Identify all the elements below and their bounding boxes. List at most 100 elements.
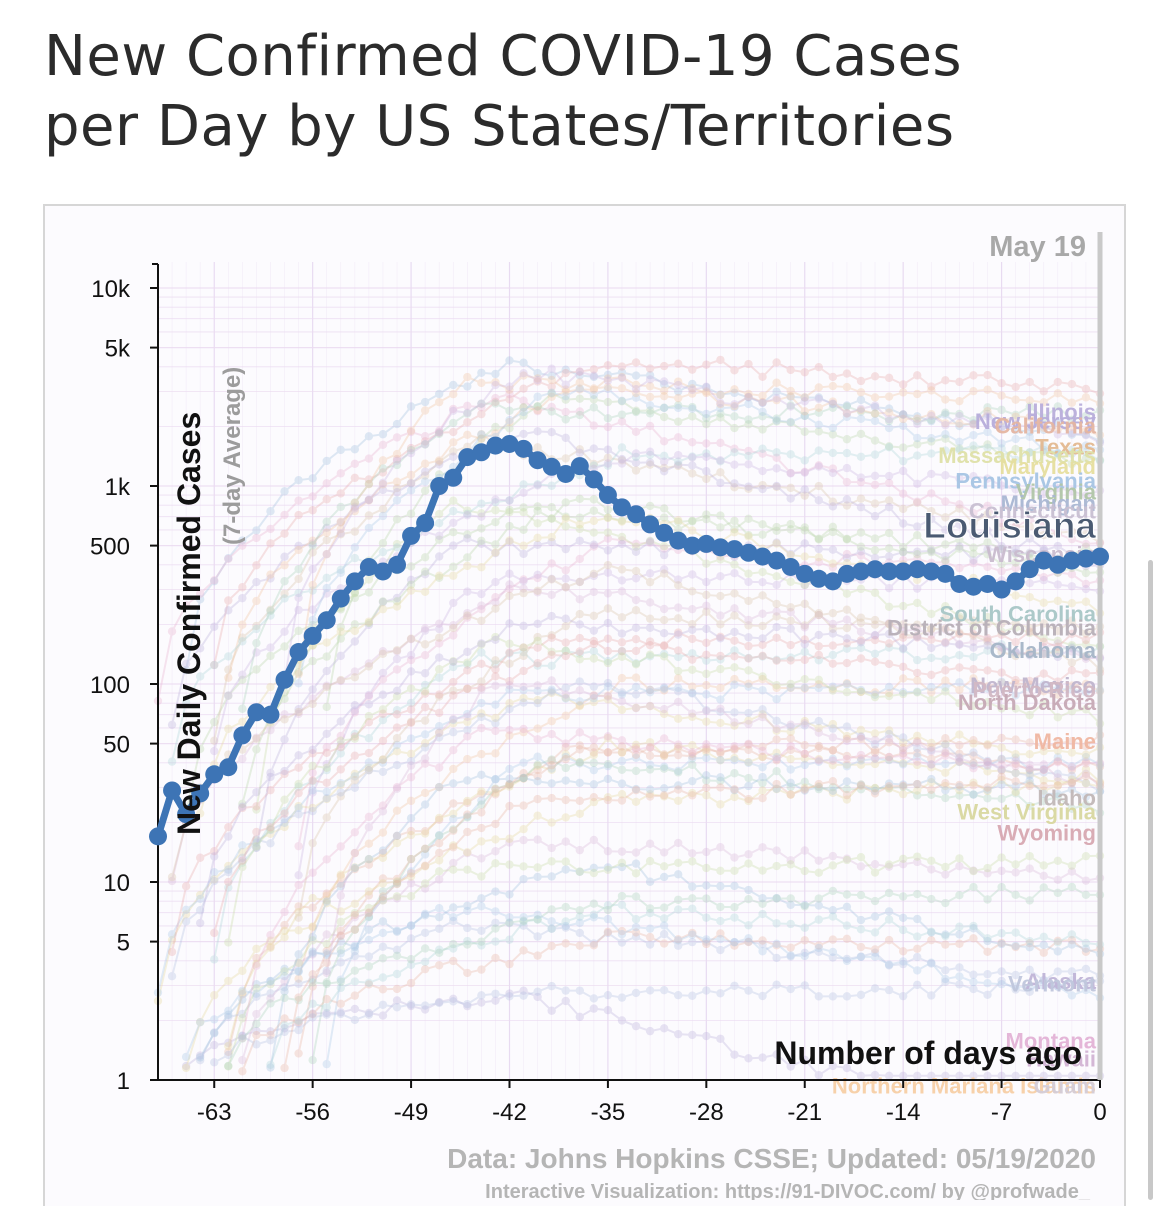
background-series-point (1081, 778, 1091, 788)
background-series-point (702, 577, 711, 587)
background-series-point (210, 576, 219, 585)
background-series-point (224, 1010, 233, 1019)
background-series-point (927, 928, 936, 937)
background-series-point (744, 460, 753, 469)
background-series-point (252, 961, 261, 971)
background-series-point (477, 589, 486, 599)
background-series-point (533, 863, 542, 872)
background-series-point (463, 712, 472, 721)
background-series-point (589, 694, 599, 703)
background-series-point (547, 407, 556, 416)
background-series-point (828, 754, 838, 763)
background-series-point (294, 709, 303, 719)
background-series-point (575, 577, 584, 587)
background-series-point (1039, 698, 1048, 707)
page-scrollbar[interactable] (1148, 560, 1153, 1200)
background-series-point (378, 973, 388, 982)
background-series-point (898, 789, 908, 799)
background-series-point (505, 389, 514, 399)
background-series-point (519, 758, 528, 767)
background-series-point (491, 847, 500, 856)
background-series-point (519, 371, 528, 380)
background-series-point (561, 614, 570, 623)
highlight-series-point (542, 457, 561, 476)
background-series-point (308, 923, 317, 932)
background-series-point (983, 501, 992, 511)
background-series-point (463, 754, 472, 764)
background-series-point (547, 843, 556, 853)
background-series-point (350, 620, 360, 629)
background-series-point (941, 781, 950, 791)
background-series-point (1025, 396, 1034, 405)
background-series-point (800, 716, 809, 726)
background-series-point (674, 652, 683, 662)
background-series-point (392, 877, 402, 886)
background-series-point (1039, 669, 1048, 678)
background-series-point (575, 912, 584, 921)
background-series-point (308, 548, 317, 557)
background-series-point (1081, 938, 1091, 948)
background-series-point (195, 589, 205, 598)
background-series-point (941, 759, 950, 769)
background-series-point (364, 748, 374, 758)
background-series-point (730, 460, 739, 469)
background-series-point (617, 756, 627, 766)
background-series-point (589, 868, 599, 878)
background-series-point (392, 892, 402, 901)
background-series-point (589, 913, 599, 922)
background-series-point (856, 376, 866, 386)
background-series-point (1053, 856, 1063, 866)
background-series-point (969, 419, 978, 428)
background-series-point (519, 774, 528, 783)
background-series-point (308, 982, 317, 991)
background-series-point (195, 906, 205, 915)
highlight-series[interactable] (149, 434, 1109, 846)
background-series-point (744, 716, 753, 725)
background-series-point (913, 791, 922, 800)
background-series-point (406, 426, 416, 435)
background-series-point (350, 751, 360, 760)
background-series-point (434, 948, 444, 958)
background-series-line (171, 636, 1101, 953)
background-series-point (758, 752, 767, 761)
background-series-point (449, 779, 458, 788)
background-series-point (913, 655, 922, 665)
background-series-point (842, 784, 852, 794)
background-series-point (505, 659, 514, 668)
background-series-point (392, 831, 402, 840)
background-series-point (533, 481, 542, 490)
footer-credit[interactable]: Interactive Visualization: https://91-DI… (485, 1181, 1091, 1200)
background-series-point (716, 438, 725, 448)
background-series-line (185, 359, 1101, 671)
background-series-point (392, 419, 402, 429)
background-series-point (434, 633, 444, 642)
background-series-point (631, 784, 641, 794)
background-series-point (969, 1071, 978, 1081)
background-series-point (589, 835, 599, 845)
background-series-point (406, 575, 416, 585)
background-series-point (997, 976, 1006, 986)
background-series-point (659, 504, 669, 513)
background-series-point (167, 627, 177, 636)
background-series-point (463, 968, 472, 978)
background-series-point (645, 536, 655, 546)
background-series-point (1081, 530, 1091, 539)
background-series-point (688, 791, 697, 800)
background-series-point (983, 409, 992, 419)
background-series-point (364, 1008, 374, 1018)
background-series-point (884, 629, 894, 639)
background-series-point (420, 567, 430, 576)
background-series-point (378, 887, 388, 896)
background-series-point (856, 407, 866, 416)
background-series-point (955, 785, 964, 795)
background-series-point (434, 848, 444, 858)
background-series-point (814, 403, 824, 412)
background-series (195, 916, 1105, 1065)
background-series-point (772, 607, 781, 616)
background-series-point (856, 853, 866, 862)
background-series-point (364, 765, 374, 775)
background-series-point (941, 552, 950, 561)
background-series-point (1011, 444, 1020, 454)
background-series-point (856, 542, 866, 551)
background-series-point (927, 991, 936, 1000)
